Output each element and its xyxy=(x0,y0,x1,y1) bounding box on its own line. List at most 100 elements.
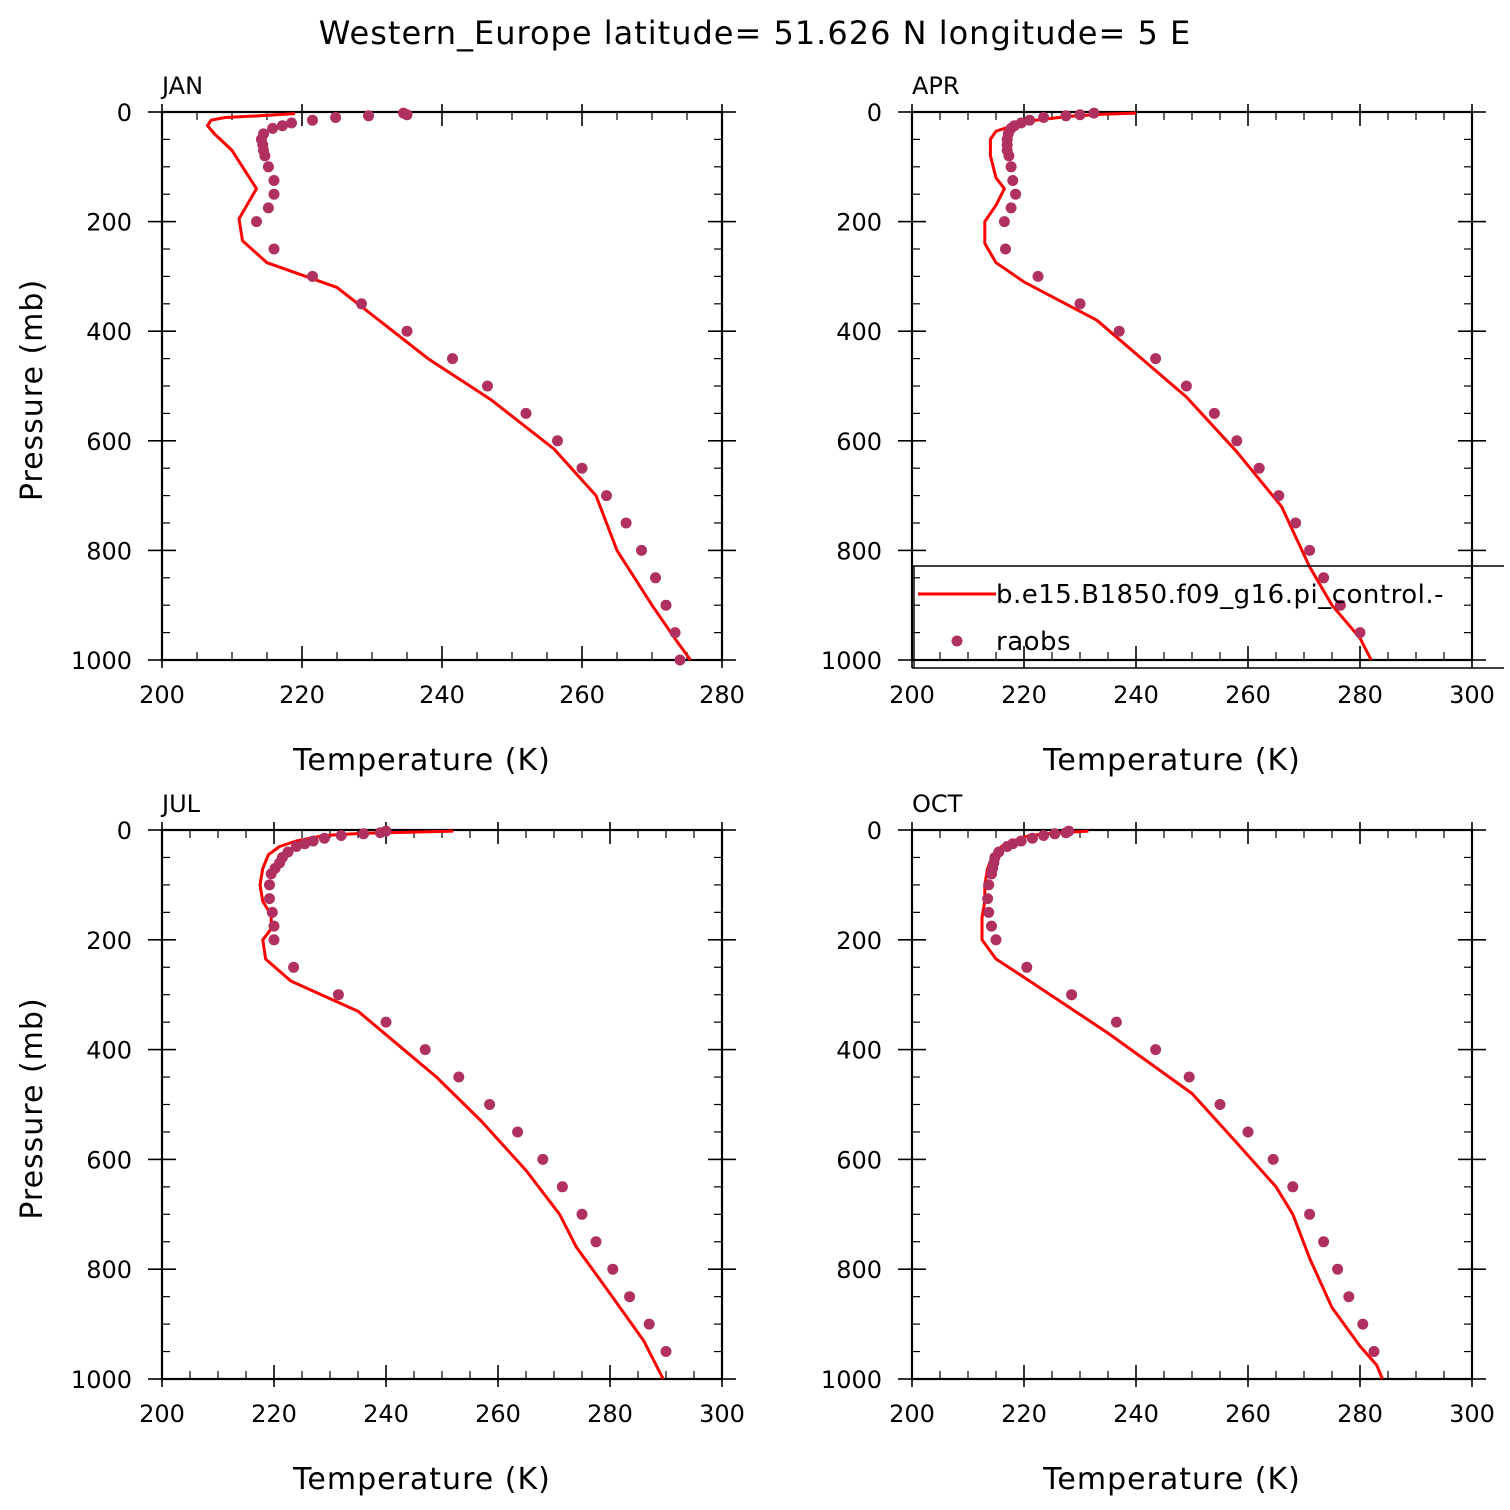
raobs-point xyxy=(1357,1318,1369,1330)
raobs-point xyxy=(1318,1236,1330,1248)
raobs-point xyxy=(1242,1126,1254,1138)
raobs-point xyxy=(484,1099,496,1110)
y-tick-label: 0 xyxy=(117,817,132,845)
raobs-point xyxy=(401,325,413,337)
raobs-point xyxy=(986,868,997,880)
x-axis-label: Temperature (K) xyxy=(292,1462,551,1497)
raobs-point xyxy=(330,112,342,123)
raobs-point xyxy=(286,117,297,129)
raobs-point xyxy=(983,906,995,918)
x-axis-label: Temperature (K) xyxy=(1042,1462,1301,1497)
y-tick-label: 0 xyxy=(117,99,132,127)
raobs-point xyxy=(1318,572,1330,584)
raobs-point xyxy=(1038,112,1050,123)
raobs-point xyxy=(264,893,275,905)
panel-apr: APR 200 220 240 260 280 300 0 200 400 600 800 1000 Te… xyxy=(821,72,1495,778)
raobs-point xyxy=(262,202,274,214)
raobs-point xyxy=(264,879,275,891)
raobs-point xyxy=(267,122,279,134)
raobs-point xyxy=(1026,832,1038,844)
panels: JAN 200 220 240 260 280 0 200 400 600 800 1000 Tempe… xyxy=(15,72,1495,1497)
raobs-point xyxy=(288,961,300,973)
raobs-point xyxy=(1015,835,1027,847)
x-tick-label: 200 xyxy=(139,1400,185,1428)
panel-label: JAN xyxy=(160,72,203,100)
x-tick-label: 200 xyxy=(139,681,185,709)
raobs-point xyxy=(1304,1208,1316,1220)
raobs-point xyxy=(1214,1099,1226,1110)
raobs-point xyxy=(1287,1181,1299,1193)
raobs-point xyxy=(307,270,318,282)
x-tick-label: 220 xyxy=(1001,681,1047,709)
x-tick-label: 240 xyxy=(1113,1400,1159,1428)
raobs-point xyxy=(1208,407,1220,419)
y-tick-label: 0 xyxy=(867,817,882,845)
raobs-point xyxy=(1332,1263,1344,1275)
y-tick-label: 200 xyxy=(86,927,132,955)
y-tick-label: 800 xyxy=(86,1256,132,1284)
raobs-point xyxy=(268,920,280,932)
raobs-point xyxy=(447,353,458,365)
raobs-point xyxy=(307,835,319,847)
raobs-point xyxy=(660,1346,672,1357)
raobs-point xyxy=(1088,107,1100,119)
x-tick-label: 260 xyxy=(1225,681,1271,709)
y-tick-label: 200 xyxy=(836,209,882,237)
y-tick-label: 400 xyxy=(86,1037,132,1065)
y-tick-label: 600 xyxy=(86,428,132,456)
raobs-point xyxy=(620,517,632,529)
raobs-point xyxy=(1180,380,1192,392)
raobs-point xyxy=(636,544,647,556)
x-tick-label: 260 xyxy=(559,681,605,709)
figure-title: Western_Europe latitude= 51.626 N longit… xyxy=(319,14,1191,52)
raobs-point xyxy=(607,1263,619,1275)
raobs-point xyxy=(268,934,280,946)
raobs-point xyxy=(1032,270,1044,282)
raobs-point xyxy=(265,868,277,880)
y-tick-label: 600 xyxy=(836,428,882,456)
panel-jan: JAN 200 220 240 260 280 0 200 400 600 800 1000 Tempe… xyxy=(15,72,745,778)
raobs-point xyxy=(1007,175,1019,186)
legend-model-label: b.e15.B1850.f09_g16.pi_control.- xyxy=(996,580,1444,610)
raobs-point xyxy=(290,841,302,852)
raobs-point xyxy=(576,462,588,474)
raobs-point xyxy=(1038,830,1050,841)
legend: b.e15.B1850.f09_g16.pi_control.-raobs xyxy=(912,565,1504,669)
x-tick-label: 240 xyxy=(1113,681,1159,709)
raobs-point xyxy=(276,120,288,132)
x-tick-label: 280 xyxy=(1337,681,1383,709)
raobs-point xyxy=(419,1044,431,1056)
raobs-point xyxy=(1049,828,1061,840)
x-axis-label: Temperature (K) xyxy=(292,743,551,778)
raobs-point xyxy=(1150,353,1162,365)
raobs-point xyxy=(268,175,280,186)
raobs-point xyxy=(380,1016,392,1028)
x-tick-label: 260 xyxy=(475,1400,521,1428)
y-tick-label: 800 xyxy=(86,537,132,565)
raobs-point xyxy=(556,1181,568,1193)
raobs-point xyxy=(601,490,612,502)
raobs-point xyxy=(1334,599,1346,611)
raobs-point xyxy=(363,110,374,122)
y-tick-label: 1000 xyxy=(821,1366,882,1394)
raobs-point xyxy=(982,893,994,905)
raobs-point xyxy=(1231,435,1243,447)
raobs-point xyxy=(1000,243,1011,255)
raobs-point xyxy=(1354,627,1366,639)
raobs-point xyxy=(1003,150,1015,162)
raobs-point xyxy=(624,1291,636,1303)
raobs-point xyxy=(1150,1044,1162,1056)
raobs-point xyxy=(520,407,532,419)
panel-label: OCT xyxy=(912,790,963,818)
raobs-point xyxy=(251,216,262,228)
raobs-point xyxy=(1024,114,1036,126)
raobs-point xyxy=(576,1208,588,1220)
raobs-point xyxy=(512,1126,524,1138)
raobs-point xyxy=(401,109,413,121)
raobs-point xyxy=(660,599,672,611)
raobs-point xyxy=(1267,1153,1279,1165)
raobs-point xyxy=(268,243,280,255)
legend-obs-label: raobs xyxy=(996,627,1071,657)
